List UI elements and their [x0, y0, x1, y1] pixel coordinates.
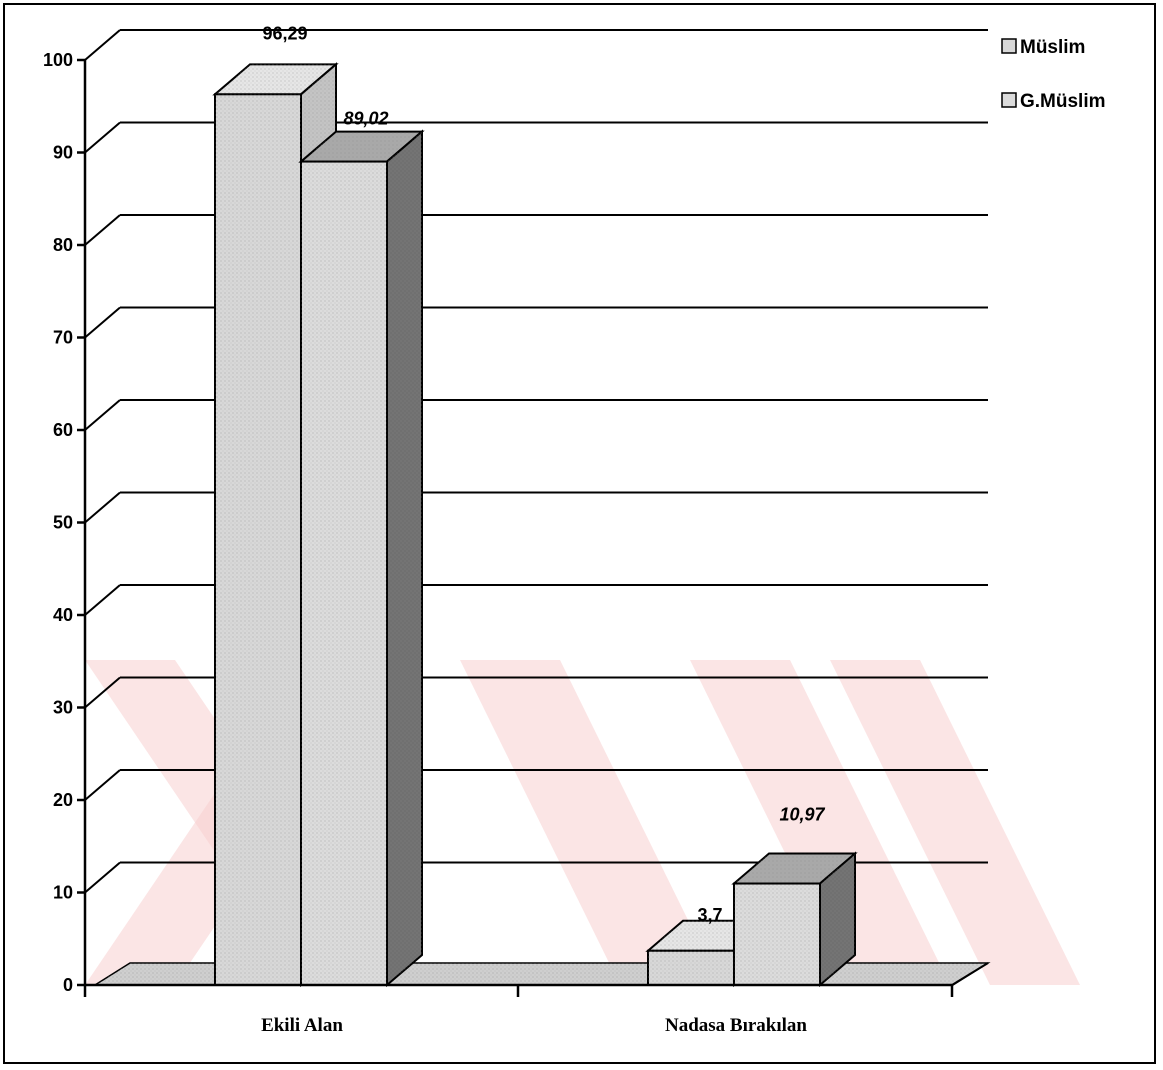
bar-2-2: [731, 851, 858, 988]
y-tick-label-60: 60: [53, 420, 73, 440]
watermark-stripe-4: [690, 660, 950, 985]
y-tick-label-90: 90: [53, 143, 73, 163]
y-tick-label-40: 40: [53, 605, 73, 625]
bar-2-1: [298, 129, 425, 988]
gridline-edge-80: [84, 214, 121, 246]
data-label-1-1: 96,29: [262, 23, 307, 43]
watermark-stripe-5: [830, 660, 1080, 985]
bar-1-1-front-texture: [215, 94, 301, 985]
floor-front-edge: [951, 962, 989, 986]
gridline-edge-90: [84, 121, 121, 154]
data-label-1-2: 3,7: [697, 905, 722, 925]
y-tick-label-20: 20: [53, 790, 73, 810]
x-category-label-1: Ekili Alan: [261, 1015, 343, 1036]
axes: 0 10 20 30 40 50 60 70 80 90 100 Ekili Alan Nadasa B…: [43, 50, 989, 1036]
labels: 96,29 89,02 3,7 10,97: [262, 23, 825, 924]
gridline-edge-50: [84, 491, 121, 524]
x-category-label-2: Nadasa Bırakılan: [665, 1015, 807, 1036]
gridline-edge-20: [84, 769, 121, 801]
bar-1-1-top-texture: [215, 64, 336, 95]
data-label-2-1: 89,02: [343, 109, 388, 129]
bar-1-2-front-texture: [648, 950, 734, 985]
y-tick-label-30: 30: [53, 698, 73, 718]
data-label-2-2: 10,97: [779, 805, 825, 825]
legend-label-1: Müslim: [1020, 37, 1085, 58]
y-tick-label-0: 0: [63, 975, 73, 995]
gridline-edge-40: [84, 584, 121, 616]
legend-swatch-1: [1001, 38, 1017, 54]
legend-label-2: G.Müslim: [1020, 91, 1106, 112]
bar-2-2-front-texture: [734, 883, 820, 985]
legend: Müslim G.Müslim: [1001, 37, 1106, 112]
gridline-edge-70: [84, 306, 121, 339]
bar-2-2-top-texture: [734, 853, 855, 884]
y-tick-label-100: 100: [43, 50, 73, 70]
gridline-edge-60: [84, 399, 121, 431]
y-tick-label-70: 70: [53, 328, 73, 348]
watermark-stripe-3: [460, 660, 720, 985]
bar-2-1-front-texture: [301, 161, 387, 985]
bar-2-1-top-texture: [301, 131, 422, 162]
legend-swatch-2: [1001, 92, 1017, 108]
bars: [212, 62, 858, 988]
y-tick-label-80: 80: [53, 235, 73, 255]
y-tick-label-10: 10: [53, 883, 73, 903]
y-tick-label-50: 50: [53, 513, 73, 533]
gridline-edge-100: [84, 29, 121, 61]
gridline-edge-10: [84, 861, 121, 894]
bar-2-2-side-texture: [820, 853, 855, 985]
bar-2-1-side-texture: [387, 131, 422, 985]
gridline-edge-30: [84, 676, 121, 709]
